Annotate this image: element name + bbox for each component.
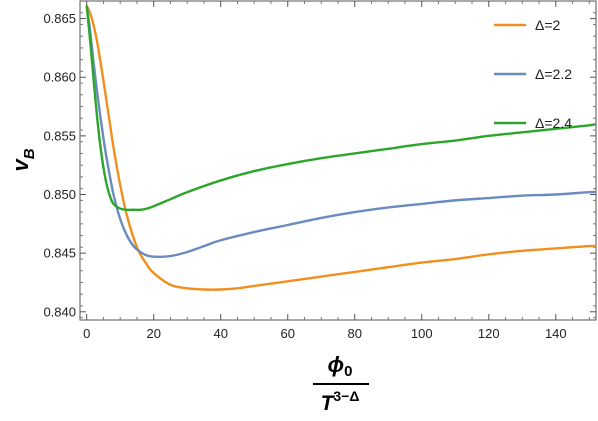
x-tick-label: 140 <box>545 326 567 341</box>
x-axis-label-numerator: ϕ <box>327 352 344 377</box>
x-tick-label: 60 <box>281 326 295 341</box>
y-tick-label: 0.845 <box>43 246 76 261</box>
x-axis-label-denominator-sup: 3−Δ <box>333 388 359 404</box>
y-tick-label: 0.855 <box>43 128 76 143</box>
x-tick-label: 40 <box>213 326 227 341</box>
x-tick-label: 0 <box>83 326 90 341</box>
y-axis-label: vB <box>8 148 38 171</box>
x-tick-label: 100 <box>411 326 433 341</box>
x-axis-label: ϕ0 T3−Δ <box>313 352 369 415</box>
x-axis-label-numerator-sub: 0 <box>344 363 352 380</box>
plot-frame <box>79 0 597 321</box>
y-tick-label: 0.865 <box>43 11 76 26</box>
x-axis-ticks: 0 20 40 60 80 100 120 140 <box>83 1 590 341</box>
legend-label-2: Δ=2.2 <box>535 66 572 82</box>
y-tick-label: 0.860 <box>43 70 76 85</box>
y-axis-label-main: v <box>8 158 33 172</box>
x-axis-label-denominator: T <box>321 392 336 415</box>
y-axis-label-sub: B <box>21 148 38 159</box>
legend-label-3: Δ=2.4 <box>535 115 572 131</box>
svg-text:T3−Δ: T3−Δ <box>321 388 360 415</box>
x-tick-label: 120 <box>478 326 500 341</box>
series-line-1 <box>85 5 596 291</box>
y-tick-label: 0.850 <box>43 187 76 202</box>
y-axis-ticks: 0.840 0.845 0.850 0.855 0.860 0.865 <box>43 11 596 319</box>
y-tick-label: 0.840 <box>43 304 76 319</box>
x-tick-label: 80 <box>348 326 362 341</box>
plot-border <box>79 0 597 321</box>
series-line-3 <box>85 5 596 212</box>
legend: Δ=2 Δ=2.2 Δ=2.4 <box>494 17 572 131</box>
svg-text:ϕ0: ϕ0 <box>327 352 352 380</box>
legend-label-1: Δ=2 <box>535 17 561 33</box>
series-line-2 <box>85 5 596 259</box>
series-lines <box>85 5 596 291</box>
x-tick-label: 20 <box>146 326 160 341</box>
